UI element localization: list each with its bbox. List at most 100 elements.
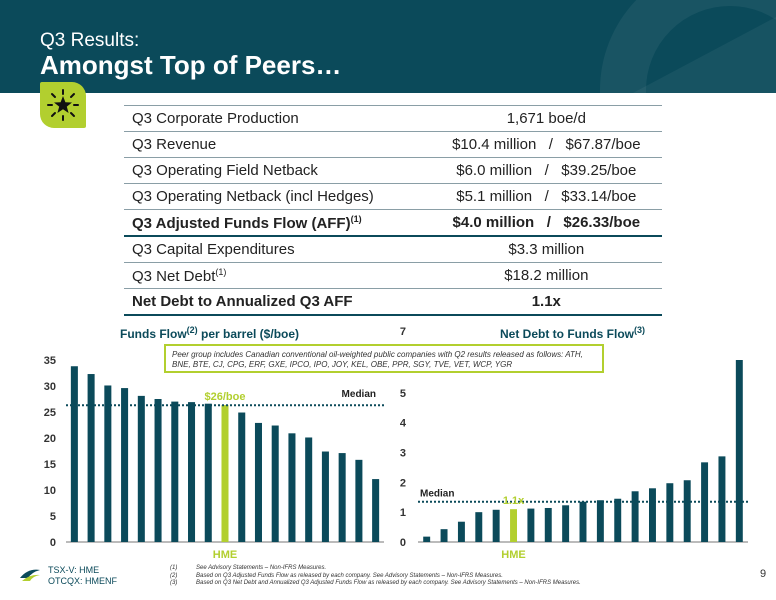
bar [440, 529, 448, 542]
metric-value: 1,671 boe/d [430, 105, 662, 132]
metric-label: Q3 Adjusted Funds Flow (AFF)(1) [124, 209, 431, 237]
y-tick-label: 1 [400, 507, 406, 519]
bar [204, 403, 212, 542]
metric-value: $5.1 million / $33.14/boe [430, 183, 662, 210]
bar [683, 480, 691, 542]
metric-label: Q3 Corporate Production [124, 105, 431, 132]
metric-row: Q3 Operating Netback (incl Hedges) $5.1 m… [124, 183, 662, 210]
bar [171, 401, 179, 542]
metric-label: Q3 Revenue [124, 131, 431, 158]
bar [457, 521, 465, 542]
bar [305, 437, 313, 542]
ticker-otcqx: OTCQX: HMENF [48, 576, 117, 586]
chart1-title: Funds Flow(2) per barrel ($/boe) [120, 325, 300, 341]
ticker-tsxv: TSX-V: HME [48, 565, 100, 575]
bar [614, 498, 622, 542]
bar [701, 462, 709, 542]
bar [423, 536, 431, 542]
bar [475, 512, 483, 542]
metric-row: Q3 Adjusted Funds Flow (AFF)(1) $4.0 mill… [124, 209, 662, 237]
highlight-bar [221, 405, 229, 542]
footnote: (1) See Advisory Statements – Non-IFRS Me… [170, 565, 327, 571]
page-title: Amongst Top of Peers… [40, 50, 342, 80]
y-tick-label: 4 [400, 418, 407, 430]
metric-value: $18.2 million [430, 262, 662, 289]
company-logo-icon [20, 569, 40, 581]
y-tick-label: 2 [400, 477, 406, 489]
chart2-title: Net Debt to Funds Flow(3) [500, 325, 645, 341]
bar [596, 500, 604, 542]
peer-group-note: Peer group includes Canadian conventiona… [164, 344, 604, 373]
median-label: Median [342, 389, 376, 400]
highlight-value-label: 1.1x [503, 495, 525, 507]
bar [666, 483, 674, 542]
bar [718, 456, 726, 542]
bar [188, 402, 196, 542]
metric-value: $6.0 million / $39.25/boe [430, 157, 662, 184]
bar [631, 491, 639, 542]
y-tick-label: 10 [44, 485, 56, 497]
y-tick-label: 0 [400, 537, 406, 549]
y-tick-label: 20 [44, 433, 56, 445]
bar [649, 488, 656, 542]
y-tick-label: 15 [44, 459, 56, 471]
bar [338, 453, 346, 542]
bar [271, 425, 279, 542]
y-tick-label: 7 [400, 326, 406, 338]
metric-row: Net Debt to Annualized Q3 AFF 1.1x [124, 288, 662, 316]
bar [527, 508, 535, 542]
y-tick-label: 25 [44, 407, 56, 419]
y-tick-label: 0 [50, 537, 56, 549]
bar [579, 501, 587, 542]
metric-row: Q3 Revenue $10.4 million / $67.87/boe [124, 131, 662, 158]
bar [544, 507, 552, 542]
bar [355, 459, 363, 542]
y-tick-label: 5 [400, 388, 406, 400]
metric-row: Q3 Capital Expenditures $3.3 million [124, 236, 662, 263]
star-icon [47, 89, 79, 121]
bar [121, 388, 129, 542]
footnote: (2) Based on Q3 Adjusted Funds Flow as re… [170, 572, 503, 579]
bar [87, 374, 95, 542]
bar [735, 360, 743, 542]
bar [154, 399, 162, 542]
bar [321, 451, 329, 542]
header-banner: Q3 Results: Amongst Top of Peers… [0, 0, 776, 93]
bar [288, 433, 296, 542]
median-label: Median [420, 489, 454, 500]
metric-row: Q3 Net Debt(1) $18.2 million [124, 262, 662, 289]
page-subtitle: Q3 Results: [40, 30, 140, 51]
metric-label: Q3 Capital Expenditures [124, 236, 431, 263]
bar [104, 385, 112, 542]
bar [70, 366, 78, 542]
bar [137, 395, 145, 542]
star-badge [40, 82, 86, 128]
y-tick-label: 3 [400, 447, 406, 459]
bar [492, 509, 500, 542]
metric-label: Q3 Net Debt(1) [124, 262, 431, 289]
bar [254, 422, 262, 542]
bar [238, 412, 246, 542]
metric-value: $4.0 million / $26.33/boe [430, 209, 662, 237]
metric-row: Q3 Corporate Production 1,671 boe/d [124, 105, 662, 132]
y-tick-label: 30 [44, 381, 56, 393]
metric-label: Net Debt to Annualized Q3 AFF [124, 288, 431, 316]
highlight-bar [510, 509, 517, 542]
metric-label: Q3 Operating Netback (incl Hedges) [124, 183, 431, 210]
metric-row: Q3 Operating Field Netback $6.0 million /… [124, 157, 662, 184]
hme-label: HME [213, 549, 237, 561]
bar [562, 505, 570, 542]
y-tick-label: 5 [50, 511, 56, 523]
metric-label: Q3 Operating Field Netback [124, 157, 431, 184]
page-number: 9 [760, 568, 767, 580]
metric-value: $3.3 million [430, 236, 662, 263]
footnote: (3) Based on Q3 Net Debt and Annualized Q… [170, 580, 581, 586]
highlight-value-label: $26/boe [205, 391, 246, 403]
tickers: TSX-V: HME OTCQX: HMENF [48, 565, 117, 587]
hme-label: HME [501, 549, 525, 561]
metric-value: 1.1x [430, 288, 662, 316]
bar [372, 479, 380, 542]
metric-value: $10.4 million / $67.87/boe [430, 131, 662, 158]
results-table: Q3 Corporate Production 1,671 boe/d Q3 Rev… [124, 105, 662, 316]
